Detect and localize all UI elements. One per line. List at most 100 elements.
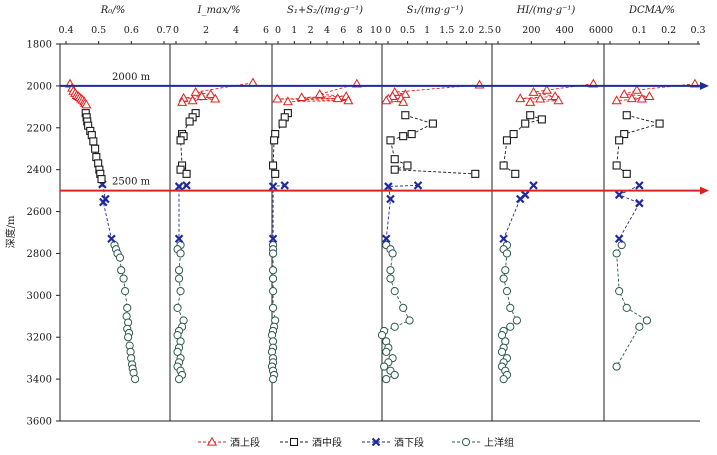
x-point <box>386 194 395 204</box>
triangle-point <box>381 95 392 105</box>
legend-item-jiu_upper: 酒上段 <box>198 436 260 449</box>
circle-point <box>615 287 624 296</box>
circle-point <box>506 322 515 331</box>
square-point <box>509 130 518 139</box>
panel-s1-tick-label: 2.5 <box>478 25 493 36</box>
panel-dcma-series-jiu_middle <box>612 111 664 178</box>
triangle-point <box>636 93 647 103</box>
circle-point <box>390 370 399 380</box>
panel-ro-tick-label: 0.6 <box>124 25 139 36</box>
circle-point <box>405 316 414 325</box>
circle-point <box>124 333 133 342</box>
circle-point <box>268 266 278 275</box>
y-tick-label: 3400 <box>27 375 52 386</box>
panel-hi-series-jiu_middle <box>499 111 546 178</box>
triangle-point <box>398 97 409 106</box>
legend-label: 上洋组 <box>484 436 514 449</box>
x-point <box>384 182 393 191</box>
triangle-point <box>541 84 552 94</box>
circle-point <box>268 375 278 384</box>
circle-point <box>497 347 507 356</box>
ref-label-2000: 2000 m <box>112 72 151 83</box>
circle-point <box>502 287 512 296</box>
circle-point <box>173 303 182 312</box>
circle-point <box>512 316 522 325</box>
triangle-point <box>296 92 307 102</box>
panel-imax-tick-label: 2 <box>203 25 209 36</box>
square-point <box>428 119 437 128</box>
panel-dcma-tick-label: 0.1 <box>632 25 647 36</box>
circle-point <box>123 303 132 312</box>
panel-ro-tick-label: 0.7 <box>156 25 171 36</box>
triangle-point <box>176 97 188 106</box>
triangle-point <box>190 86 201 96</box>
triangle-point <box>187 95 198 105</box>
panel-s1-tick-label: 0 <box>385 25 391 36</box>
panel-ro-tick-label: 0.5 <box>91 25 106 36</box>
panel-s1s2-series-shangyang <box>267 240 280 384</box>
circle-point <box>382 375 391 384</box>
triangle-point <box>631 84 642 94</box>
axes-layer: 1800200022002400260028003000320034003600… <box>4 5 706 428</box>
square-point <box>176 136 185 145</box>
square-point <box>511 169 520 178</box>
square-point <box>615 136 624 145</box>
series-line-jiu_lower <box>178 184 187 239</box>
triangle-point <box>553 95 564 105</box>
panel-ro-title: R₀/% <box>100 5 125 16</box>
circle-point <box>612 362 621 371</box>
circle-point <box>119 274 128 283</box>
circle-point <box>268 287 278 296</box>
panel-s1-series-jiu_lower <box>381 181 423 244</box>
panel-imax-series-shangyang <box>173 240 188 384</box>
panel-imax-series-jiu_middle <box>176 109 200 178</box>
series-line-jiu_lower <box>385 184 419 239</box>
panel-dcma-tick-label: 0.2 <box>661 25 676 36</box>
triangle-point <box>205 89 216 98</box>
panel-s1s2-series-jiu_upper <box>272 78 362 106</box>
panel-dcma-title: DCMA/% <box>628 5 675 16</box>
square-point <box>471 169 480 178</box>
circle-point <box>635 322 644 331</box>
series-line-jiu_lower <box>503 185 534 239</box>
circle-point <box>612 249 621 258</box>
circle-point <box>176 287 185 296</box>
triangle-point <box>528 86 539 96</box>
circle-point <box>386 266 395 275</box>
panel-hi-tick-label: 0 <box>495 25 501 36</box>
legend: 酒上段 酒中段 酒下段 上洋组 <box>198 436 514 449</box>
circle-point <box>174 375 184 384</box>
ref-arrow-2000 <box>700 81 709 90</box>
panel-s1-tick-label: 1.5 <box>439 25 454 36</box>
triangle-point <box>206 436 218 446</box>
panel-hi-tick-label: 600 <box>589 25 607 36</box>
series-line-jiu_middle <box>616 114 662 175</box>
triangle-point <box>272 93 283 103</box>
circle-point <box>501 266 510 275</box>
circle-point <box>174 274 184 283</box>
panel-imax-series-jiu_lower <box>174 181 191 244</box>
panel-imax-title: I_max/% <box>197 5 241 16</box>
circle-point <box>386 274 395 283</box>
x-point <box>174 182 184 191</box>
triangle-point <box>314 89 325 98</box>
triangle-point <box>515 93 526 103</box>
panel-imax-tick-label: 4 <box>233 25 239 36</box>
panel-s1s2-tick-label: 1 <box>291 25 297 36</box>
square-point <box>270 136 279 145</box>
square-point <box>401 111 410 120</box>
square-point <box>390 165 399 174</box>
series-line-jiu_lower <box>101 184 112 239</box>
x-point <box>635 198 644 208</box>
x-point <box>499 234 508 244</box>
legend-label: 酒中段 <box>312 436 342 449</box>
x-point <box>107 234 116 244</box>
triangle-point <box>474 79 485 89</box>
panel-hi-series-jiu_upper <box>515 78 599 106</box>
legend-label: 酒下段 <box>394 436 424 449</box>
square-point <box>269 161 278 170</box>
triangle-point <box>210 93 221 103</box>
x-point <box>614 190 624 200</box>
x-point <box>381 234 391 244</box>
